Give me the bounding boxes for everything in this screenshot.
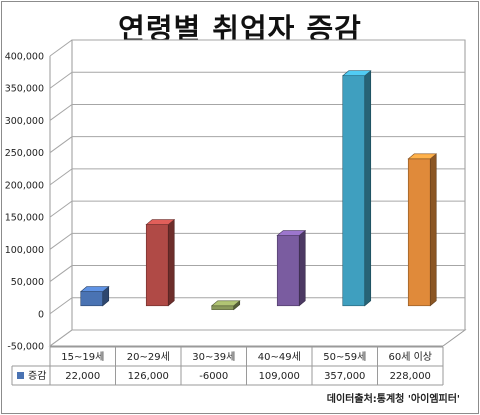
x-tick-label: 30~39세 bbox=[192, 351, 235, 363]
x-tick-label: 20~29세 bbox=[127, 351, 170, 363]
bar-front bbox=[80, 291, 104, 307]
gridline bbox=[49, 71, 465, 89]
y-tick-label: 150,000 bbox=[5, 213, 44, 224]
y-tick-label: -50,000 bbox=[7, 342, 44, 353]
data-label: -6000 bbox=[199, 371, 228, 382]
bar-front bbox=[211, 305, 235, 310]
floor bbox=[48, 329, 467, 347]
y-tick-label: 50,000 bbox=[11, 277, 44, 288]
x-tick-label: 15~19세 bbox=[61, 351, 104, 363]
legend-swatch bbox=[17, 372, 24, 379]
y-tick-label: 0 bbox=[38, 309, 44, 320]
bar bbox=[276, 229, 307, 307]
source-note: 데이터출처:통계청 '아이엠피터' bbox=[326, 394, 460, 405]
data-label: 22,000 bbox=[65, 371, 100, 382]
y-tick-label: 350,000 bbox=[5, 84, 44, 95]
bar-top bbox=[341, 70, 372, 77]
bar-side bbox=[364, 70, 372, 307]
y-tick-label: 300,000 bbox=[5, 116, 44, 127]
gridline bbox=[49, 168, 465, 186]
bar-front bbox=[407, 158, 431, 307]
legend-label: 증감 bbox=[28, 370, 46, 382]
data-label: 357,000 bbox=[324, 371, 365, 382]
bar-top bbox=[145, 219, 176, 225]
bar-side bbox=[167, 218, 175, 307]
y-tick-label: 400,000 bbox=[5, 52, 44, 63]
gridlines bbox=[49, 39, 465, 347]
bar bbox=[145, 218, 176, 307]
bar-top bbox=[79, 286, 110, 292]
gridline bbox=[49, 297, 465, 315]
bar-front bbox=[276, 235, 300, 307]
bar bbox=[341, 70, 372, 307]
bars bbox=[79, 70, 438, 311]
bar bbox=[210, 300, 241, 311]
x-tick-label: 60세 이상 bbox=[388, 351, 432, 363]
bar-front bbox=[145, 224, 169, 307]
x-tick-label: 40~49세 bbox=[258, 351, 301, 363]
y-axis: -50,000 0 50,000 100,000 150,000 200,000 250,0… bbox=[5, 52, 44, 353]
bar-top bbox=[210, 300, 241, 307]
y-tick-label: 250,000 bbox=[5, 148, 44, 159]
data-label: 126,000 bbox=[128, 371, 169, 382]
gridline bbox=[49, 329, 465, 347]
y-tick-label: 100,000 bbox=[5, 245, 44, 256]
gridline bbox=[49, 39, 465, 57]
data-label: 109,000 bbox=[259, 371, 300, 382]
y-tick-label: 200,000 bbox=[5, 180, 44, 191]
bar-side bbox=[298, 229, 306, 307]
x-tick-label: 50~59세 bbox=[323, 351, 366, 363]
gridline bbox=[49, 265, 465, 282]
bar bbox=[407, 153, 438, 307]
data-label: 228,000 bbox=[390, 371, 431, 382]
gridline bbox=[49, 232, 465, 250]
gridline bbox=[49, 103, 465, 121]
data-table: 증감 15~19세 22,000 20~29세 126,000 30~39세 -6000 40… bbox=[11, 346, 444, 386]
chart-walls bbox=[48, 39, 467, 347]
gridline bbox=[49, 200, 465, 218]
bar-top bbox=[407, 153, 438, 160]
bar-side bbox=[429, 153, 437, 307]
bar bbox=[79, 285, 110, 307]
gridline bbox=[49, 136, 465, 154]
bar-front bbox=[342, 75, 366, 307]
bar-top bbox=[276, 230, 307, 236]
back-wall bbox=[71, 39, 466, 331]
